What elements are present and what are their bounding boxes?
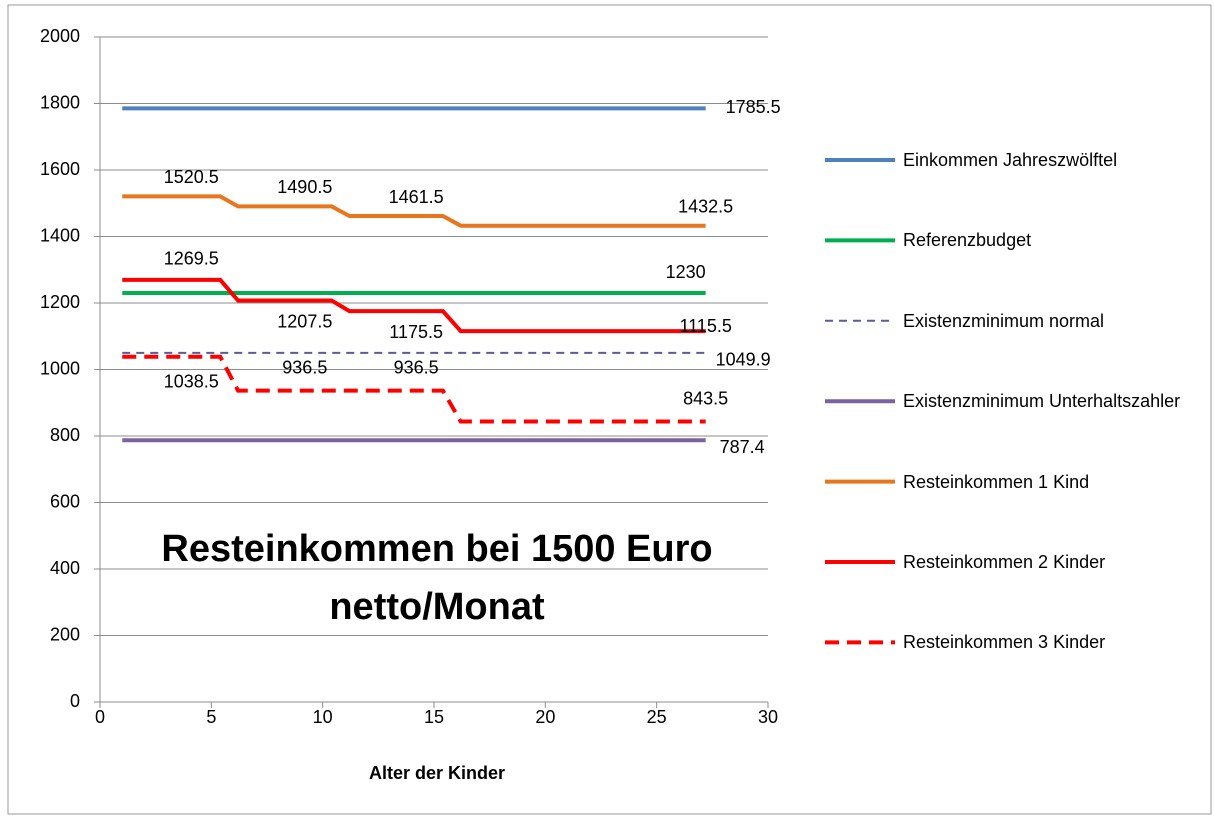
legend-label: Existenzminimum Unterhaltszahler xyxy=(903,391,1181,412)
chart-title: Resteinkommen bei 1500 Euro netto/Monat xyxy=(161,528,713,628)
x-tick-label: 10 xyxy=(313,707,333,727)
y-tick-label: 1000 xyxy=(40,358,80,378)
legend-label: Einkommen Jahreszwölftel xyxy=(903,150,1118,170)
data-label: 936.5 xyxy=(282,357,327,377)
x-tick-label: 5 xyxy=(206,707,216,727)
y-tick-label: 400 xyxy=(50,558,80,578)
data-label: 1461.5 xyxy=(389,187,444,207)
series-line xyxy=(122,277,706,334)
y-tick-label: 200 xyxy=(50,624,80,644)
y-tick-label: 0 xyxy=(70,691,80,711)
series-line xyxy=(122,194,706,228)
y-tick-label: 2000 xyxy=(40,26,80,46)
legend-label: Resteinkommen 1 Kind xyxy=(903,471,1090,492)
data-label: 936.5 xyxy=(394,357,439,377)
legend-label: Referenzbudget xyxy=(903,230,1032,251)
y-tick-label: 600 xyxy=(50,491,80,511)
data-label: 1269.5 xyxy=(164,249,219,269)
data-label: 1230 xyxy=(666,262,706,282)
data-label: 1115.5 xyxy=(679,316,731,336)
data-label: 787.4 xyxy=(720,437,765,457)
data-label: 1175.5 xyxy=(389,322,443,342)
data-label: 843.5 xyxy=(683,388,728,408)
data-label: 1490.5 xyxy=(277,177,332,197)
y-tick-label: 1200 xyxy=(40,292,80,312)
y-tick-label: 800 xyxy=(50,425,80,445)
y-tick-label: 1800 xyxy=(40,92,80,112)
x-axis-label: Alter der Kinder xyxy=(369,763,505,783)
data-label: 1207.5 xyxy=(277,311,332,331)
data-label: 1049.9 xyxy=(716,350,771,370)
y-tick-label: 1400 xyxy=(40,225,80,245)
legend-label: Existenzminimum normal xyxy=(903,310,1105,331)
x-tick-label: 30 xyxy=(758,707,778,727)
y-tick-label: 1600 xyxy=(40,159,80,179)
x-tick-label: 15 xyxy=(424,707,444,727)
legend-label: Resteinkommen 3 Kinder xyxy=(903,632,1106,653)
data-label: 1520.5 xyxy=(164,167,219,187)
legend-label: Resteinkommen 2 Kinder xyxy=(903,552,1106,572)
x-tick-label: 25 xyxy=(647,707,667,727)
data-label: 1432.5 xyxy=(678,196,733,216)
frame xyxy=(7,4,1212,815)
data-label: 1785.5 xyxy=(726,97,781,117)
data-label: 1038.5 xyxy=(164,371,219,391)
x-tick-label: 20 xyxy=(535,707,555,727)
x-tick-label: 0 xyxy=(95,707,105,727)
